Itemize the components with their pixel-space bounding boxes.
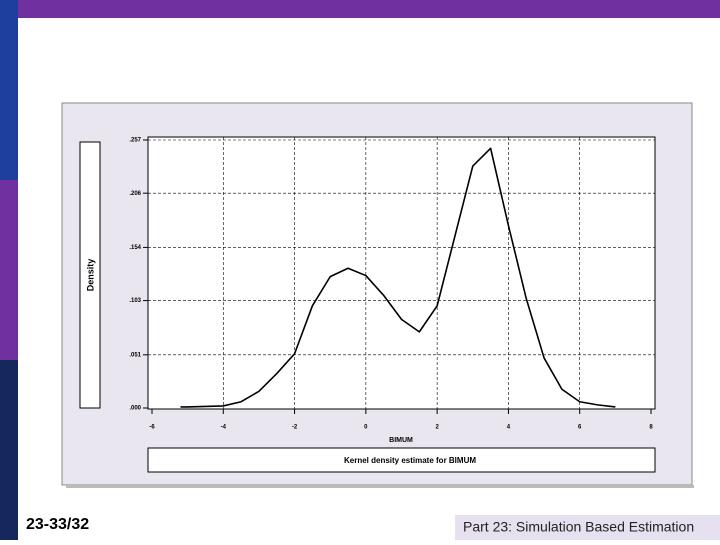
plot: .000 .051 .103 .154 .206 .257 -6 -4 -2 0 2 4 6 8 [129, 137, 655, 431]
y-axis-label: Density [85, 259, 95, 292]
y-tick-label: .154 [129, 245, 141, 251]
caption-box [147, 447, 656, 473]
caption: Kernel density estimate for BIMUM [344, 456, 476, 465]
x-tick-label: -2 [292, 425, 298, 431]
side-bar [0, 360, 18, 540]
y-tick-label: .000 [129, 406, 141, 412]
x-axis-label: BIMUM [389, 437, 413, 444]
x-tick-label: 6 [578, 425, 582, 431]
ylabel-box [79, 141, 101, 409]
y-tick-label: .051 [129, 352, 141, 358]
x-tick-label: 2 [435, 425, 439, 431]
footer-box [455, 515, 720, 540]
x-tick-label: 4 [507, 425, 511, 431]
x-tick-label: -4 [221, 425, 227, 431]
x-tick-label: 8 [649, 425, 653, 431]
top-bar [18, 0, 720, 18]
y-tick-label: .103 [129, 298, 141, 304]
x-tick-label: -6 [149, 425, 155, 431]
density-line [180, 147, 616, 408]
side-bar [0, 0, 18, 180]
slide-number: 23-33/32 [26, 516, 89, 533]
footer-title: Part 23: Simulation Based Estimation [463, 519, 694, 535]
side-bar [0, 180, 18, 360]
y-tick-label: .257 [129, 138, 141, 144]
panel-shadow [66, 485, 694, 488]
x-tick-label: 0 [364, 425, 368, 431]
plot-area [147, 136, 656, 410]
y-tick-label: .206 [129, 191, 141, 197]
